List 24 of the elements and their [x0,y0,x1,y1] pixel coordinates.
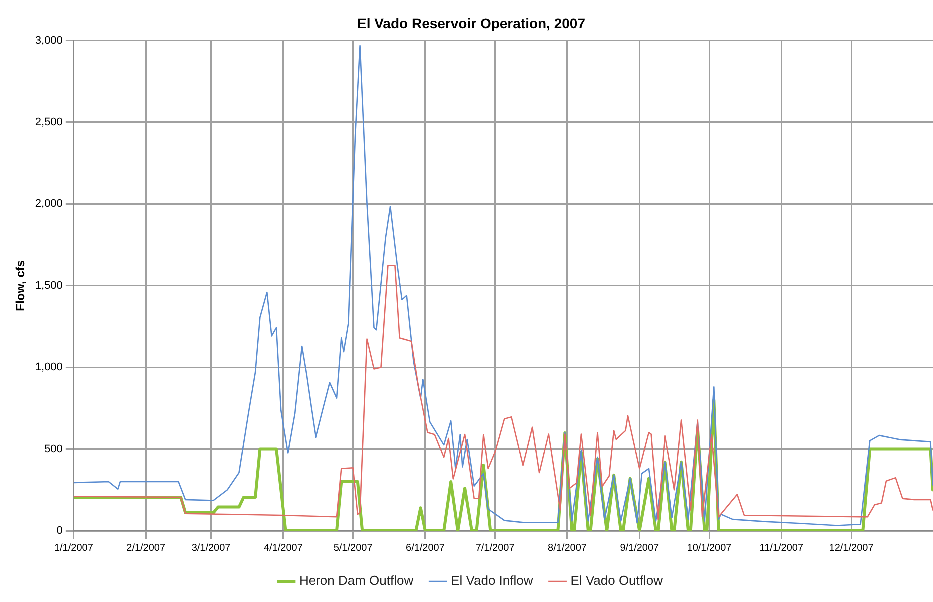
x-tick-label: 1/1/2007 [54,542,94,554]
legend-label: El Vado Outflow [570,573,664,588]
x-tick-label: 7/1/2007 [476,542,516,554]
y-tick-label: 1,000 [35,362,63,374]
legend-label: Heron Dam Outflow [299,573,414,588]
x-tick-label: 4/1/2007 [264,542,304,554]
x-tick-label: 3/1/2007 [192,542,232,554]
x-tick-label: 6/1/2007 [406,542,446,554]
y-tick-label: 2,000 [35,198,63,210]
y-tick-label: 500 [44,443,63,456]
y-tick-label: 0 [56,525,63,538]
x-tick-label: 8/1/2007 [548,542,588,554]
x-tick-label: 9/1/2007 [620,542,660,554]
x-tick-label: 5/1/2007 [334,542,374,554]
y-tick-label: 2,500 [35,116,63,129]
x-tick-label: 12/1/2007 [829,542,874,554]
x-tick-label: 10/1/2007 [687,542,732,554]
legend-label: El Vado Inflow [451,573,534,588]
x-tick-label: 11/1/2007 [760,542,804,554]
y-axis-title: Flow, cfs [14,260,28,312]
y-tick-label: 1,500 [35,280,63,292]
y-tick-label: 3,000 [35,34,63,47]
chart-title: El Vado Reservoir Operation, 2007 [358,15,586,32]
x-tick-label: 2/1/2007 [126,542,166,554]
